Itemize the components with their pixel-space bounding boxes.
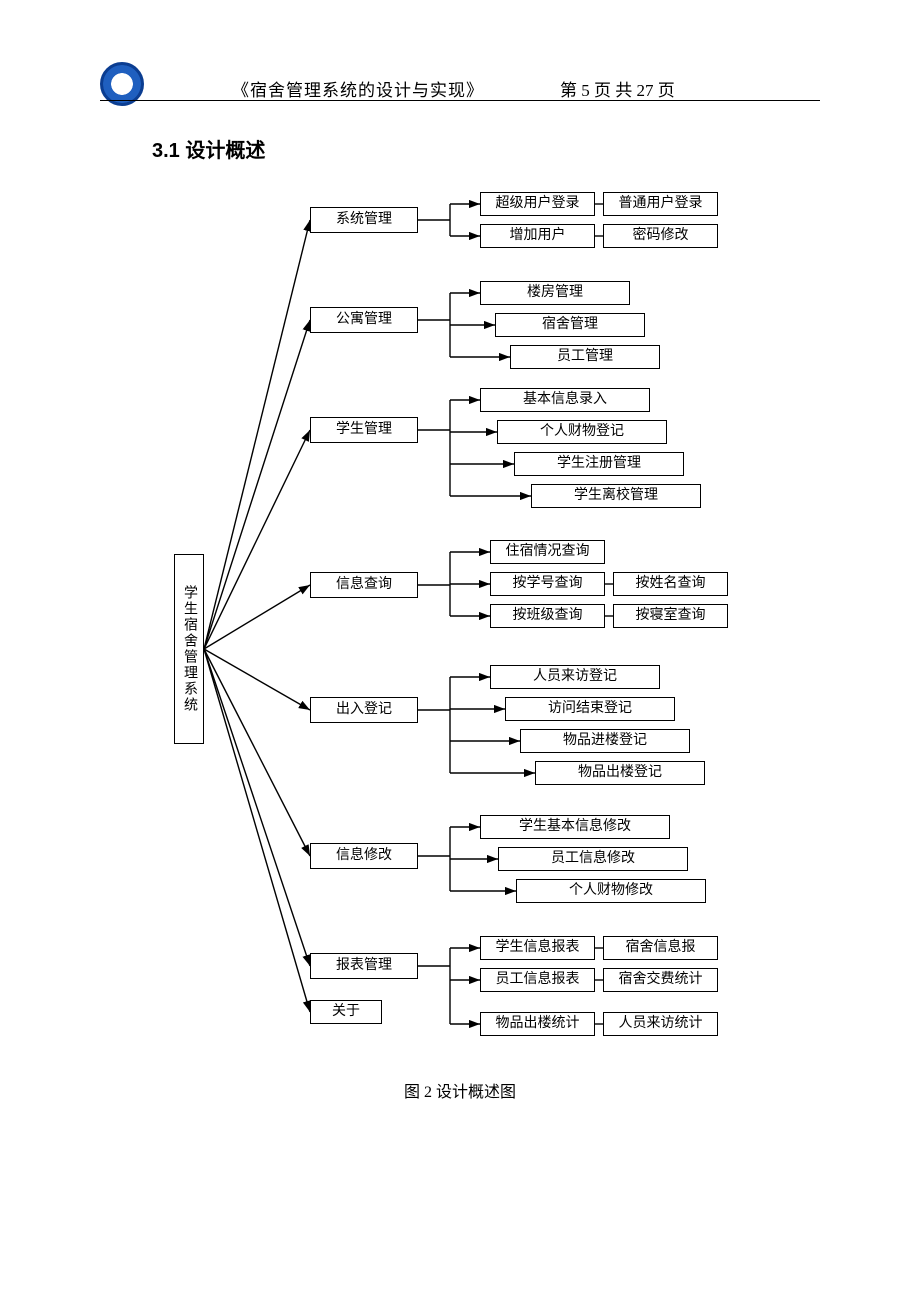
tree-leaf-e2: 员工信息修改 <box>498 847 688 871</box>
tree-leaf-sys3: 普通用户登录 <box>603 192 718 216</box>
tree-leaf-io2: 访问结束登记 <box>505 697 675 721</box>
tree-leaf-r3: 物品出楼统计 <box>480 1012 595 1036</box>
tree-leaf-io1: 人员来访登记 <box>490 665 660 689</box>
tree-leaf-ap1: 楼房管理 <box>480 281 630 305</box>
tree-leaf-sys4: 密码修改 <box>603 224 718 248</box>
tree-module-stu: 学生管理 <box>310 417 418 443</box>
document-page: 《宿舍管理系统的设计与实现》 第 5 页 共 27 页 3.1 设计概述 学生宿… <box>0 0 920 1302</box>
tree-module-io: 出入登记 <box>310 697 418 723</box>
tree-leaf-st3: 学生注册管理 <box>514 452 684 476</box>
tree-leaf-st1: 基本信息录入 <box>480 388 650 412</box>
tree-module-edit: 信息修改 <box>310 843 418 869</box>
tree-leaf-r5: 宿舍交费统计 <box>603 968 718 992</box>
tree-leaf-q4: 按姓名查询 <box>613 572 728 596</box>
diagram-wires <box>0 0 920 1302</box>
tree-leaf-r4: 宿舍信息报 <box>603 936 718 960</box>
tree-leaf-ap2: 宿舍管理 <box>495 313 645 337</box>
tree-leaf-q3: 按班级查询 <box>490 604 605 628</box>
tree-leaf-r6: 人员来访统计 <box>603 1012 718 1036</box>
tree-leaf-io3: 物品进楼登记 <box>520 729 690 753</box>
tree-leaf-e3: 个人财物修改 <box>516 879 706 903</box>
tree-leaf-q5: 按寝室查询 <box>613 604 728 628</box>
tree-leaf-sys2: 增加用户 <box>480 224 595 248</box>
figure-caption: 图 2 设计概述图 <box>0 1078 920 1102</box>
tree-module-sys: 系统管理 <box>310 207 418 233</box>
tree-leaf-io4: 物品出楼登记 <box>535 761 705 785</box>
tree-module-apart: 公寓管理 <box>310 307 418 333</box>
tree-module-report: 报表管理 <box>310 953 418 979</box>
tree-leaf-q1: 住宿情况查询 <box>490 540 605 564</box>
tree-leaf-r2: 员工信息报表 <box>480 968 595 992</box>
tree-leaf-st2: 个人财物登记 <box>497 420 667 444</box>
tree-leaf-q2: 按学号查询 <box>490 572 605 596</box>
tree-module-query: 信息查询 <box>310 572 418 598</box>
tree-module-about: 关于 <box>310 1000 382 1024</box>
tree-root: 学生宿舍管理系统 <box>174 554 204 744</box>
tree-leaf-st4: 学生离校管理 <box>531 484 701 508</box>
tree-leaf-sys1: 超级用户登录 <box>480 192 595 216</box>
tree-leaf-ap3: 员工管理 <box>510 345 660 369</box>
tree-leaf-e1: 学生基本信息修改 <box>480 815 670 839</box>
tree-leaf-r1: 学生信息报表 <box>480 936 595 960</box>
